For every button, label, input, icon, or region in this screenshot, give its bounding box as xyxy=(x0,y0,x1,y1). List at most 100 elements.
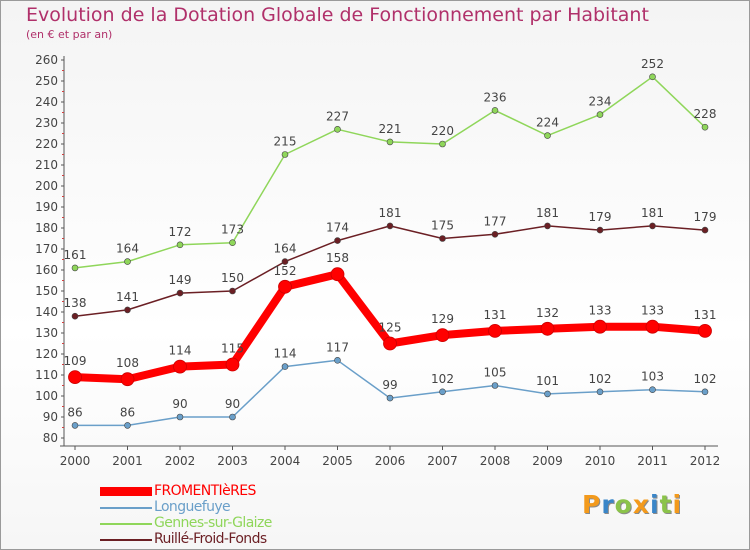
data-point xyxy=(439,140,446,148)
data-point xyxy=(124,306,131,314)
data-point xyxy=(281,258,289,265)
data-point xyxy=(540,321,555,336)
data-label: 158 xyxy=(326,251,349,265)
y-tick-label: 190 xyxy=(35,200,58,214)
data-label: 215 xyxy=(274,135,297,149)
chart-title: Evolution de la Dotation Globale de Fonc… xyxy=(26,4,649,26)
data-point xyxy=(278,279,292,294)
data-label: 131 xyxy=(694,308,717,322)
y-tick-label: 160 xyxy=(35,263,58,277)
data-point xyxy=(701,123,709,131)
data-point xyxy=(334,237,341,244)
data-point xyxy=(491,382,499,389)
data-label: 103 xyxy=(641,370,664,384)
data-label: 115 xyxy=(221,342,244,356)
data-label: 228 xyxy=(694,107,717,121)
data-label: 181 xyxy=(641,206,664,220)
data-point xyxy=(701,388,709,396)
data-point xyxy=(386,222,394,230)
logo-letter: P xyxy=(582,490,602,519)
data-label: 220 xyxy=(431,124,454,138)
data-label: 252 xyxy=(641,57,664,71)
data-label: 181 xyxy=(536,206,559,220)
y-tick-label: 200 xyxy=(35,179,58,193)
data-point xyxy=(435,328,450,343)
data-point xyxy=(596,388,604,396)
data-point xyxy=(491,231,499,238)
data-point xyxy=(229,413,236,421)
x-tick-label: 2000 xyxy=(60,454,91,468)
data-label: 129 xyxy=(431,312,454,326)
x-tick-label: 2003 xyxy=(217,454,248,468)
data-labels: 138 141 149 150 164 174 181 175 177 181 179 181 179 1… xyxy=(64,57,717,420)
data-point xyxy=(229,287,236,295)
data-label: 224 xyxy=(536,116,559,130)
data-label: 164 xyxy=(116,242,139,256)
data-point xyxy=(71,264,79,272)
data-point xyxy=(645,319,660,334)
data-label: 132 xyxy=(536,306,559,320)
x-axis-ticks: 2000 2001 2002 2003 2004 2005 2006 2007 2008 2009… xyxy=(60,446,720,468)
legend-swatch xyxy=(100,539,152,541)
data-label: 179 xyxy=(694,210,717,224)
data-point xyxy=(120,372,135,387)
data-label: 174 xyxy=(326,221,349,235)
legend-label: Longuefuye xyxy=(154,499,231,515)
data-point xyxy=(229,239,236,246)
data-label: 164 xyxy=(274,242,297,256)
data-label: 234 xyxy=(589,95,612,109)
data-point xyxy=(68,370,82,385)
y-tick-label: 130 xyxy=(35,326,58,340)
x-tick-label: 2006 xyxy=(375,454,406,468)
y-tick-label: 150 xyxy=(35,284,58,298)
data-label: 133 xyxy=(641,304,664,318)
data-label: 150 xyxy=(221,271,244,285)
data-point xyxy=(281,151,289,158)
data-label: 227 xyxy=(326,109,349,123)
data-label: 117 xyxy=(326,340,349,354)
data-label: 221 xyxy=(379,122,402,136)
data-label: 99 xyxy=(382,378,397,392)
data-point xyxy=(71,422,79,429)
y-axis-ticks: 80 90 100 110 120 130 140 150 160 170 180 190 200 210… xyxy=(35,53,64,445)
data-point xyxy=(698,323,712,338)
chart-subtitle: (en € et par an) xyxy=(26,28,113,41)
data-point xyxy=(330,267,345,282)
data-label: 90 xyxy=(172,397,187,411)
y-tick-label: 170 xyxy=(35,242,58,256)
logo-letter: x xyxy=(632,490,650,519)
proxiti-logo: Proxiti xyxy=(582,490,682,519)
data-point xyxy=(386,138,394,146)
data-label: 161 xyxy=(64,248,87,262)
data-point xyxy=(649,73,656,81)
x-tick-label: 2010 xyxy=(585,454,616,468)
data-point xyxy=(439,235,446,242)
y-tick-label: 120 xyxy=(35,347,58,361)
y-tick-label: 90 xyxy=(43,410,58,424)
data-label: 138 xyxy=(64,296,87,310)
data-point xyxy=(225,357,240,372)
legend-swatch xyxy=(100,487,152,496)
data-point xyxy=(649,222,656,230)
logo-letter: r xyxy=(601,490,615,519)
x-tick-label: 2011 xyxy=(637,454,668,468)
y-tick-label: 240 xyxy=(35,95,58,109)
data-label: 179 xyxy=(589,210,612,224)
data-point xyxy=(173,359,187,374)
data-point xyxy=(593,319,607,334)
data-label: 86 xyxy=(120,405,135,419)
data-label: 102 xyxy=(431,372,454,386)
data-label: 125 xyxy=(379,321,402,335)
data-label: 236 xyxy=(484,90,507,104)
legend-label: Ruillé-Froid-Fonds xyxy=(154,531,267,547)
data-point xyxy=(544,390,551,398)
x-tick-label: 2001 xyxy=(112,454,143,468)
x-tick-label: 2002 xyxy=(165,454,196,468)
data-label: 149 xyxy=(169,273,192,287)
y-tick-label: 180 xyxy=(35,221,58,235)
x-tick-label: 2004 xyxy=(270,454,301,468)
data-point xyxy=(176,413,184,421)
legend-label: FROMENTIèRES xyxy=(154,483,256,499)
